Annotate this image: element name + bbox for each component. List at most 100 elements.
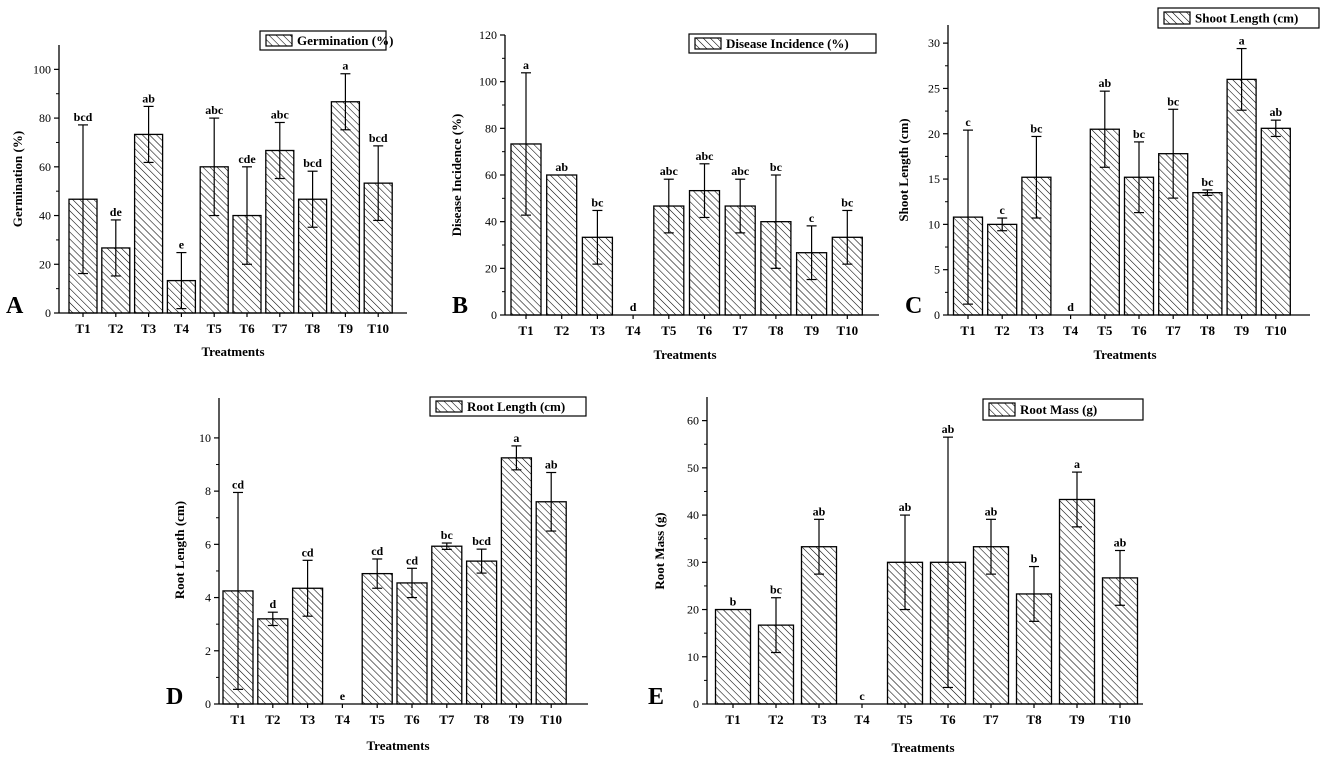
y-tick-label-5: 5	[934, 263, 940, 277]
x-tick-label-T3: T3	[141, 321, 157, 336]
x-tick-label-T5: T5	[661, 323, 677, 338]
error-bar-T9	[1236, 47, 1247, 111]
legend: Disease Incidence (%)	[688, 33, 877, 54]
significance-letter-T7: abc	[271, 107, 290, 121]
error-bar-T9	[1072, 471, 1082, 528]
y-tick-label-20: 20	[485, 261, 497, 275]
legend-label: Shoot Length (cm)	[1195, 11, 1298, 26]
legend-swatch	[988, 402, 1016, 417]
legend-frame	[688, 33, 877, 54]
x-tick-label-T9: T9	[338, 321, 354, 336]
x-tick-label-T3: T3	[811, 712, 827, 727]
x-tick-label-T9: T9	[1234, 323, 1250, 338]
x-tick-label-T2: T2	[768, 712, 783, 727]
x-tick-label-T8: T8	[305, 321, 321, 336]
x-tick-label-T8: T8	[1026, 712, 1042, 727]
significance-letter-T6: ab	[942, 422, 955, 436]
significance-letter-T5: abc	[660, 164, 679, 178]
error-bar-T7	[986, 518, 996, 575]
error-bar-T9	[806, 225, 817, 281]
significance-letter-T6: abc	[696, 149, 715, 163]
y-axis-title: Germination (%)	[10, 131, 25, 227]
x-axis-title: Treatments	[891, 740, 954, 755]
panel-C: c T1 c T2 bc T3 d T4 ab T5 bc T6 bc T7 bc T8 a T9 ab T10 0 5 1…	[896, 7, 1320, 362]
x-tick-label-T10: T10	[1109, 712, 1131, 727]
significance-letter-T10: ab	[1269, 105, 1282, 119]
x-tick-label-T2: T2	[108, 321, 123, 336]
bar-T7	[1158, 153, 1189, 316]
significance-letter-T8: bcd	[303, 156, 322, 170]
x-tick-label-T8: T8	[474, 712, 490, 727]
significance-letter-T5: cd	[371, 544, 383, 558]
error-bar-T6	[1134, 141, 1144, 214]
significance-letter-T8: bc	[1201, 175, 1214, 189]
x-tick-label-T3: T3	[300, 712, 316, 727]
x-axis-title: Treatments	[653, 347, 716, 362]
error-bar-T3	[302, 559, 313, 617]
x-tick-label-T9: T9	[509, 712, 525, 727]
y-tick-label-20: 20	[928, 127, 940, 141]
bar-T9	[330, 101, 361, 314]
y-tick-label-40: 40	[687, 508, 699, 522]
x-tick-label-T6: T6	[239, 321, 255, 336]
x-tick-label-T2: T2	[995, 323, 1010, 338]
bar-T2	[546, 174, 578, 316]
legend: Root Length (cm)	[429, 396, 587, 417]
y-tick-label-60: 60	[39, 160, 51, 174]
x-tick-label-T9: T9	[1069, 712, 1085, 727]
x-tick-label-T6: T6	[404, 712, 420, 727]
x-tick-label-T5: T5	[370, 712, 386, 727]
error-bar-T1	[78, 124, 88, 275]
error-bar-T10	[546, 471, 557, 532]
error-bar-T2	[110, 219, 121, 277]
error-bar-T2	[267, 611, 278, 627]
error-bar-T5	[663, 178, 674, 234]
x-tick-label-T10: T10	[367, 321, 389, 336]
x-tick-label-T6: T6	[1131, 323, 1147, 338]
x-axis-title: Treatments	[1093, 347, 1156, 362]
y-tick-label-30: 30	[928, 36, 940, 50]
error-bar-T7	[441, 542, 452, 551]
bar-T2	[257, 618, 289, 705]
error-bar-T8	[476, 548, 487, 574]
x-tick-label-T2: T2	[554, 323, 569, 338]
x-axis-title: Treatments	[366, 738, 429, 753]
significance-letter-T7: bc	[441, 528, 454, 542]
significance-letter-T10: ab	[545, 458, 558, 472]
bar-T2	[987, 223, 1018, 316]
x-tick-label-T6: T6	[697, 323, 713, 338]
significance-letter-T10: bcd	[369, 131, 388, 145]
panel-D: cd T1 d T2 cd T3 e T4 cd T5 cd T6 bc T7 bcd T8 a T9 ab T10 0…	[166, 396, 588, 753]
significance-letter-T8: b	[1031, 552, 1038, 566]
x-tick-label-T7: T7	[1166, 323, 1182, 338]
significance-letter-T1: cd	[232, 477, 244, 491]
significance-letter-T3: cd	[302, 545, 314, 559]
bar-T9	[500, 457, 533, 705]
error-bar-T8	[1202, 189, 1213, 196]
x-tick-label-T7: T7	[983, 712, 999, 727]
error-bar-T8	[770, 174, 781, 269]
x-tick-label-T1: T1	[518, 323, 533, 338]
x-tick-label-T7: T7	[439, 712, 455, 727]
x-tick-label-T4: T4	[626, 323, 642, 338]
y-tick-label-40: 40	[485, 215, 497, 229]
significance-letter-T5: ab	[899, 500, 912, 514]
x-tick-label-T8: T8	[768, 323, 784, 338]
error-bar-T7	[1168, 108, 1179, 199]
x-tick-label-T2: T2	[265, 712, 280, 727]
y-tick-label-6: 6	[205, 537, 211, 551]
bar-T7	[972, 546, 1010, 705]
bar-T8	[1192, 192, 1223, 316]
error-bar-T1	[963, 129, 973, 305]
error-bar-T9	[511, 445, 522, 471]
significance-letter-T9: a	[513, 431, 519, 445]
legend-label: Root Length (cm)	[467, 399, 565, 414]
y-tick-label-60: 60	[485, 168, 497, 182]
bar-T7	[431, 545, 463, 705]
significance-letter-T6: cd	[406, 553, 418, 567]
y-tick-label-10: 10	[928, 217, 940, 231]
significance-letter-T2: c	[1000, 203, 1006, 217]
panel-label: C	[905, 293, 922, 319]
error-bar-T5	[372, 558, 383, 589]
error-bar-T4	[176, 251, 187, 310]
